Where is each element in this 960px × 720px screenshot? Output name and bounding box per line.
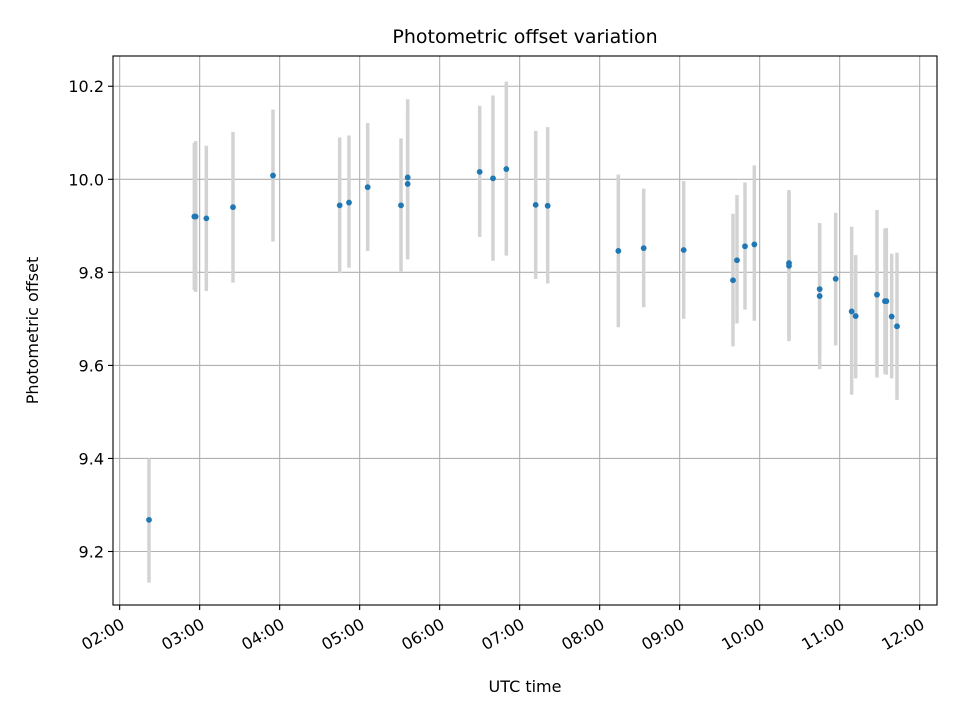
y-tick-label: 9.4: [79, 449, 104, 468]
y-tick-label: 10.0: [68, 170, 104, 189]
data-points: [146, 166, 900, 523]
y-tick-label: 9.8: [79, 263, 104, 282]
data-point: [615, 248, 622, 254]
grid-lines: [113, 56, 937, 605]
data-point: [230, 204, 236, 211]
x-tick-label: 04:00: [238, 615, 287, 655]
data-point: [398, 202, 404, 209]
data-point: [742, 243, 748, 250]
data-point: [816, 286, 823, 292]
x-tick-label: 10:00: [718, 615, 767, 655]
x-tick-label: 02:00: [78, 615, 127, 655]
x-tick-label: 09:00: [638, 615, 687, 655]
y-tick-label: 9.6: [79, 356, 104, 375]
y-axis-label: Photometric offset: [23, 257, 42, 405]
data-point: [544, 202, 551, 209]
data-point: [832, 275, 839, 282]
plot-frame: [112, 55, 938, 606]
x-tick-label: 07:00: [478, 615, 527, 655]
data-point: [816, 293, 823, 299]
data-point: [203, 215, 210, 222]
data-point: [894, 323, 900, 330]
chart-title: Photometric offset variation: [392, 26, 657, 48]
data-point: [490, 175, 496, 182]
y-axis-ticks: 9.2 9.4 9.6 9.8 10.0 10.2: [68, 77, 113, 561]
data-point: [888, 313, 895, 320]
data-point: [346, 199, 352, 206]
x-tick-label: 11:00: [798, 615, 847, 655]
data-point: [848, 308, 855, 315]
data-point: [680, 247, 687, 253]
error-bars: [147, 81, 899, 583]
data-point: [786, 262, 792, 269]
x-tick-label: 12:00: [878, 615, 927, 655]
data-point: [364, 184, 371, 191]
data-point: [852, 313, 859, 319]
data-point: [192, 213, 199, 220]
data-point: [532, 201, 539, 208]
y-tick-label: 9.2: [79, 542, 104, 561]
x-axis-ticks: 02:00 03:00 04:00 05:00 06:00 07:00 08:00 09:00…: [78, 605, 928, 655]
data-point: [503, 166, 510, 172]
x-tick-label: 03:00: [158, 615, 207, 655]
data-point: [734, 257, 740, 264]
data-point: [146, 516, 152, 523]
data-point: [336, 202, 343, 209]
data-point: [874, 291, 880, 298]
x-tick-label: 06:00: [398, 615, 447, 655]
x-tick-label: 08:00: [558, 615, 607, 655]
y-tick-label: 10.2: [68, 77, 104, 96]
data-point: [270, 172, 276, 179]
data-point: [476, 168, 483, 175]
data-point: [730, 277, 736, 284]
data-point: [751, 241, 758, 248]
data-point: [404, 174, 411, 181]
x-axis-label: UTC time: [489, 677, 562, 696]
data-point: [883, 298, 890, 305]
data-point: [404, 181, 411, 187]
data-point: [640, 245, 647, 252]
x-tick-label: 05:00: [318, 615, 367, 655]
